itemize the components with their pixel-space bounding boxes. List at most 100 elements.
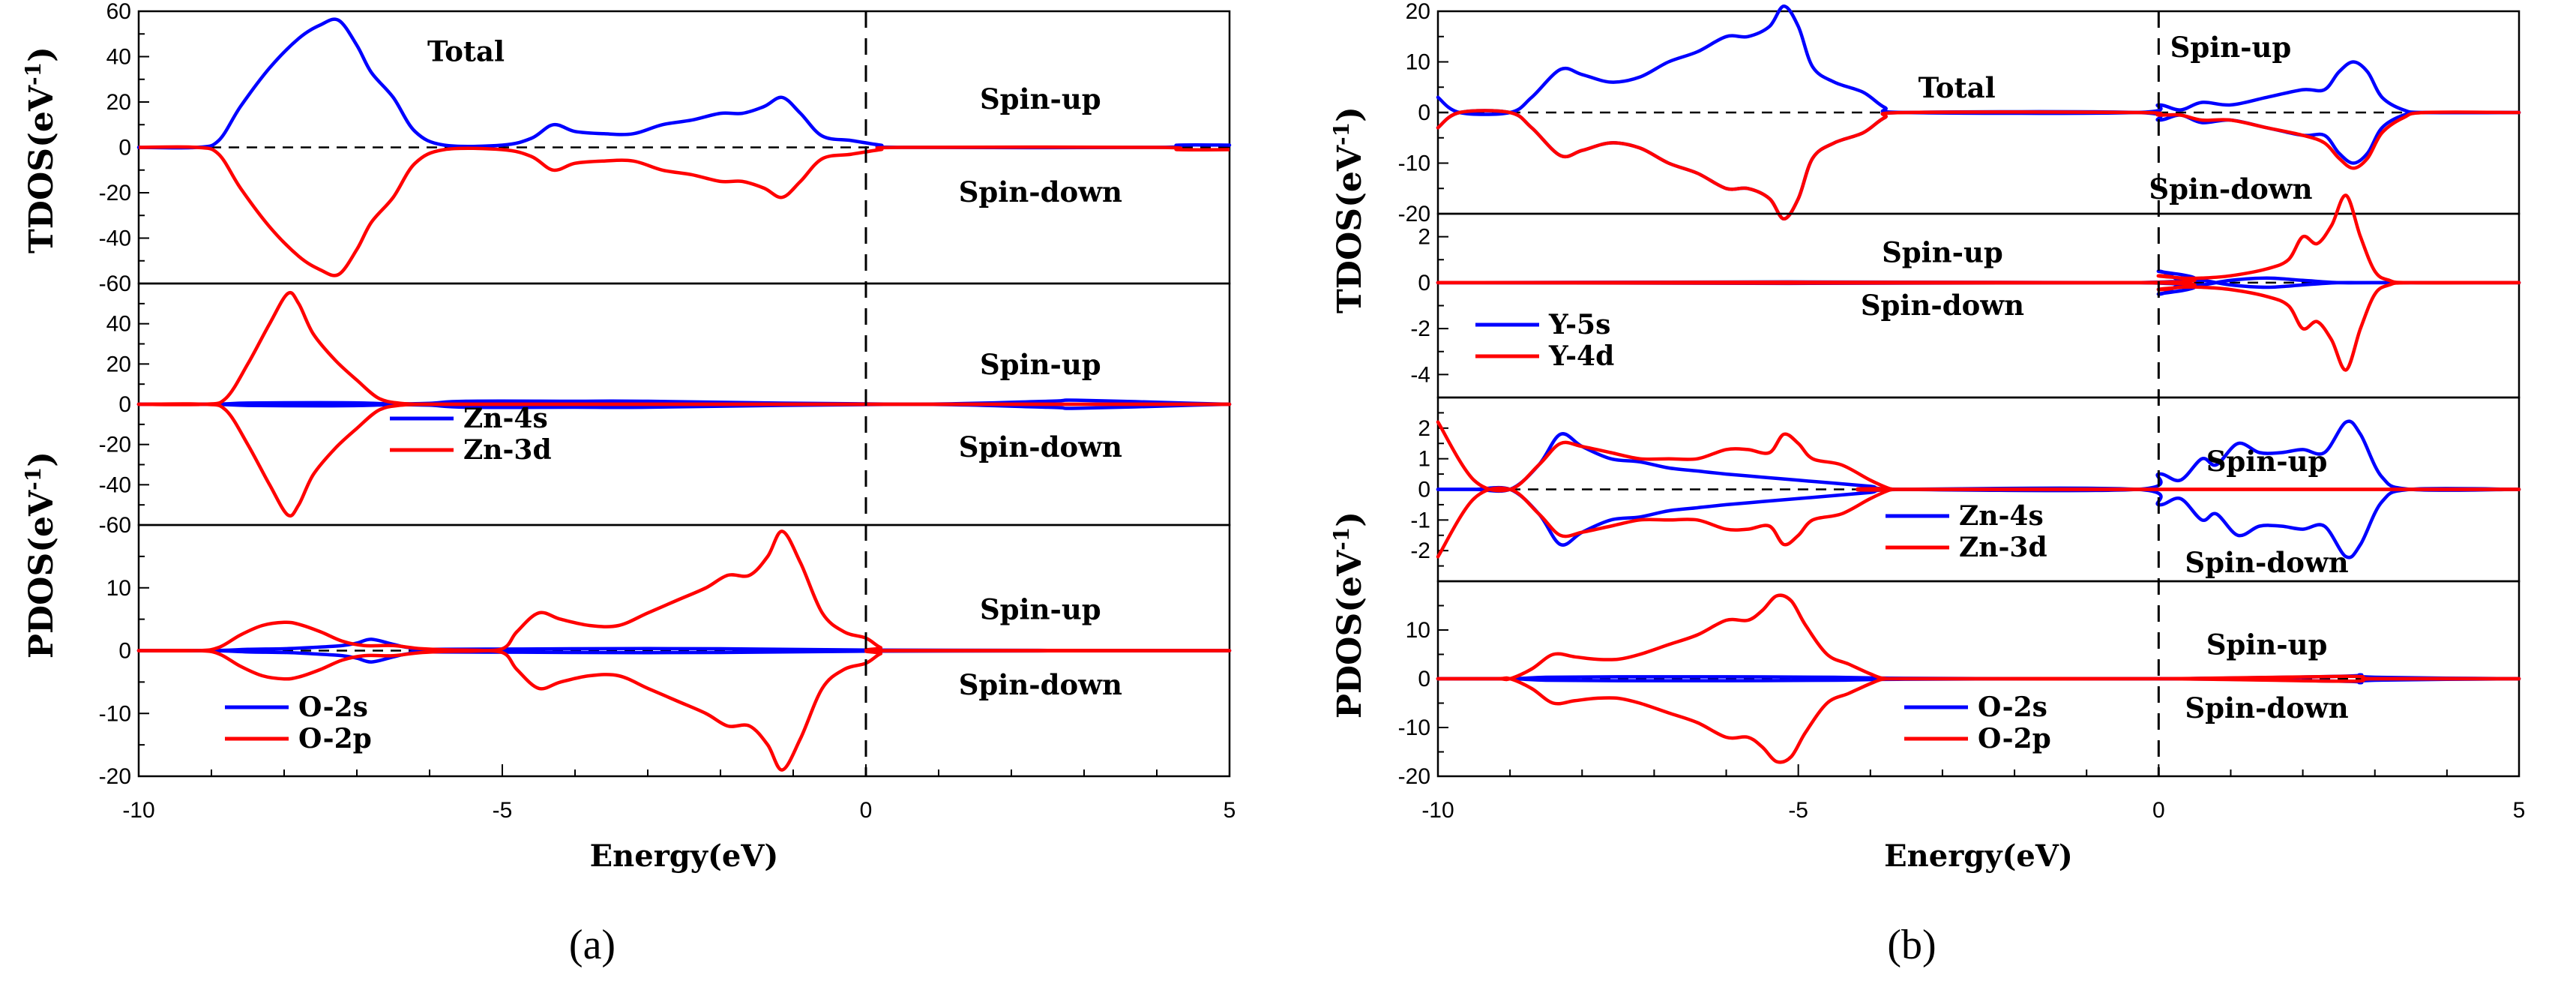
series-line-y-4d-down [1436, 280, 2521, 372]
legend-label: Y-4d [1548, 340, 1614, 372]
annotation-label: Total [1919, 71, 1996, 104]
series-line-zn-4s-up [136, 398, 1232, 406]
y-tick-label: 10 [106, 576, 131, 601]
y-tick-label: 1 [1418, 447, 1430, 472]
y-tick-label: -40 [99, 472, 131, 497]
y-tick-label: -2 [1410, 316, 1430, 341]
y-tick-label: -60 [99, 513, 131, 538]
legend-label: O-2s [298, 692, 368, 723]
annotation-label: Spin-down [2149, 172, 2312, 206]
series-line-total-up [136, 17, 1232, 150]
legend-label: Zn-3d [463, 434, 552, 466]
y-tick-label: 20 [106, 352, 131, 376]
annotation-label: Spin-up [980, 593, 1101, 626]
annotation-label: Spin-up [980, 82, 1101, 116]
y-tick-label: 20 [106, 90, 131, 115]
x-tick-label: 0 [860, 798, 873, 823]
y-tick-label: -40 [99, 226, 131, 251]
annotation-label: Spin-down [959, 430, 1122, 464]
x-tick-label: -5 [1788, 798, 1808, 823]
series-line-o-2p-down [1436, 676, 2521, 764]
y-tick-label: -10 [1398, 152, 1430, 176]
legend: O-2sO-2p [1904, 692, 2051, 754]
y-tick-label: 0 [1418, 100, 1430, 125]
y-tick-label: -10 [99, 701, 131, 726]
series-line-zn-4s-down [136, 402, 1232, 410]
y-tick-label: 10 [1406, 618, 1430, 643]
y-tick-label: -4 [1410, 362, 1430, 387]
x-axis-label: Energy(eV) [1884, 838, 2073, 874]
legend-label: Y-5s [1548, 309, 1610, 340]
panel-a-tdos: -60 -40 -20 0 20 40 60 Total Spin-up Spin-down [99, 0, 1232, 296]
panel-b-y: -4 -2 0 2 Spin-up Spin-down Y-5sY-4d [1410, 194, 2521, 399]
annotation-label: Spin-up [2206, 445, 2328, 478]
y-axis-label: TDOS(eV-1) [1329, 106, 1369, 314]
y-tick-label: 10 [1406, 50, 1430, 75]
annotation-label: Spin-down [959, 176, 1122, 208]
x-tick-label: -10 [1421, 798, 1454, 823]
y-axis-label: PDOS(eV-1) [21, 452, 61, 658]
legend: Y-5sY-4d [1475, 309, 1614, 372]
y-tick-label: 0 [1418, 478, 1430, 502]
figure-a: -60-40-200204060TotalSpin-upSpin-down-60… [21, 0, 1236, 874]
legend-label: Zn-3d [1959, 532, 2047, 563]
x-tick-label: -5 [493, 798, 513, 823]
y-tick-label: -20 [1398, 764, 1430, 789]
annotation-label: Total [427, 35, 505, 68]
y-tick-label: 2 [1418, 416, 1430, 441]
annotation-label: Spin-down [2185, 546, 2348, 579]
y-tick-label: -20 [1398, 202, 1430, 226]
legend-label: O-2p [298, 723, 372, 754]
y-tick-label: -2 [1410, 538, 1430, 563]
panel-a-o: -20 -10 0 10 Spin-up Spin-down O-2sO-2p [99, 524, 1232, 789]
x-tick-label: -10 [122, 798, 154, 823]
x-tick-label: 5 [2513, 798, 2526, 823]
annotation-label: Spin-down [959, 668, 1122, 701]
annotation-label: Spin-up [1882, 236, 2003, 268]
panel-b-tdos: -20 -10 0 10 20 Total Spin-up Spin-down [1398, 0, 2521, 226]
series-line-total-down [138, 145, 1230, 278]
series-line-o-2p-up [136, 530, 1232, 653]
legend-label: O-2p [1978, 723, 2051, 754]
annotation-label: Spin-up [980, 348, 1101, 381]
y-tick-label: 40 [106, 45, 131, 70]
y-tick-label: 0 [118, 392, 131, 417]
y-tick-label: 2 [1418, 225, 1430, 250]
y-tick-label: 0 [118, 639, 131, 664]
y-tick-label: -20 [99, 433, 131, 458]
legend-label: O-2s [1978, 692, 2047, 723]
series-line-o-2p-down [136, 648, 1232, 772]
y-tick-label: 0 [118, 136, 131, 160]
panel-b-o: -20 -10 0 10 Spin-up Spin-down O-2sO-2p [1398, 580, 2521, 789]
y-tick-label: -1 [1410, 508, 1430, 532]
y-axis-label: PDOS(eV-1) [1329, 512, 1369, 718]
x-tick-label: 0 [2152, 798, 2165, 823]
caption-b: (b) [1887, 922, 1936, 968]
series-line-zn-3d-down [1436, 486, 2521, 559]
annotation-label: Spin-down [2185, 692, 2348, 724]
annotation-label: Spin-up [2206, 628, 2328, 662]
x-tick-label: 5 [1224, 798, 1236, 823]
series-line-total-up [1436, 4, 2521, 116]
annotation-label: Spin-down [1861, 289, 2024, 322]
y-tick-label: -20 [99, 764, 131, 789]
legend-label: Zn-4s [1959, 500, 2044, 532]
annotation-label: Spin-up [2170, 31, 2292, 64]
y-tick-label: 0 [1418, 271, 1430, 296]
y-tick-label: -20 [99, 181, 131, 206]
caption-a: (a) [569, 922, 616, 968]
y-tick-label: 20 [1406, 0, 1430, 24]
y-tick-label: 40 [106, 312, 131, 337]
legend: O-2sO-2p [225, 692, 372, 754]
series-line-total-down [1436, 109, 2521, 221]
y-tick-label: 60 [106, 0, 131, 24]
series-line-zn-3d-down [136, 402, 1232, 518]
y-tick-label: -10 [1398, 716, 1430, 740]
y-tick-label: -60 [99, 272, 131, 296]
